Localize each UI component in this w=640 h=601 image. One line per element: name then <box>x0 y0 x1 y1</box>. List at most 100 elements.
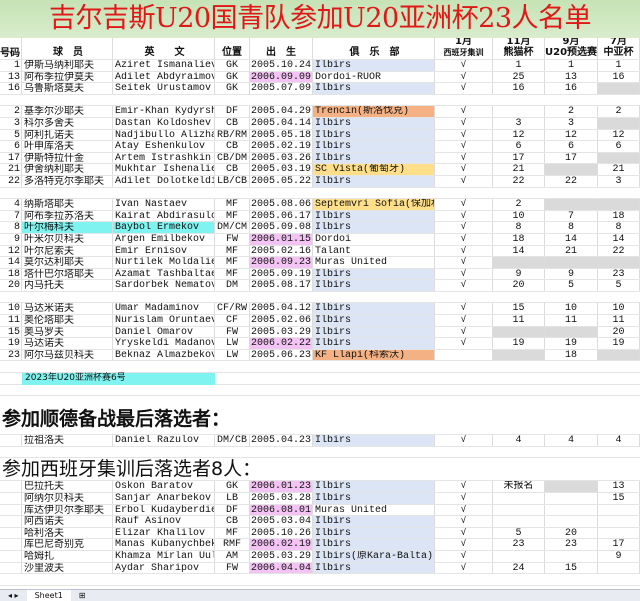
cell-no: 15 <box>0 326 22 338</box>
table-row[interactable]: 阿纳尔贝科夫 Sanjar Anarbekov LB 2005.03.28 Ilbirs… <box>0 493 640 505</box>
cell-born: 2005.04.23 <box>250 435 313 446</box>
cell-jul: 1 <box>598 60 640 71</box>
cell-sep: 11 <box>545 315 598 326</box>
new-sheet-icon[interactable]: ⊞ <box>78 591 86 600</box>
cell-spain: √ <box>435 164 493 175</box>
cell-en: Sanjar Anarbekov <box>113 493 215 504</box>
cell-jul: 20 <box>598 326 640 338</box>
cell-spain: √ <box>435 280 493 291</box>
cell-spain: √ <box>435 338 493 349</box>
cell-jul: 4 <box>598 435 640 446</box>
cell-sep: 5 <box>545 280 598 291</box>
cell-pos: CB <box>215 141 250 152</box>
cell-nov: 20 <box>493 280 545 291</box>
cell-cn: 拉祖洛夫 <box>22 435 113 446</box>
cell-jul: 19 <box>598 338 640 349</box>
cell-nov: 10 <box>493 210 545 222</box>
cell-sep: 15 <box>545 562 598 574</box>
cell-pos: DM <box>215 280 250 291</box>
cell-en: Adilet Dolotkeldiev <box>113 175 215 187</box>
cell-born: 2005.03.29 <box>250 550 313 562</box>
table-row[interactable]: 17 伊斯特拉什金 Artem Istrashkin CB/DM 2005.03.26 I… <box>0 152 640 165</box>
cell-nov <box>493 504 545 516</box>
cell-no: 1 <box>0 60 22 71</box>
table-row[interactable]: 沙里波夫 Aydar Sharipov FW 2006.04.04 Ilbirs √ 24 1… <box>0 562 640 575</box>
cell-sep: 3 <box>545 117 598 129</box>
cell-en: Daniel Omarov <box>113 326 215 338</box>
table-row[interactable]: 3 科尔多舍夫 Dastan Koldoshev CB 2005.04.14 Ilbirs… <box>0 117 640 130</box>
cell-born: 2005.04.12 <box>250 303 313 315</box>
cell-spain: √ <box>435 516 493 527</box>
cell-sep: 16 <box>545 83 598 94</box>
table-row[interactable]: 21 伊舍纳利耶夫 Mukhtar Ishenaliev CB 2005.03.19 SC… <box>0 164 640 176</box>
table-row[interactable]: 哈姆扎 Khamza Mirlan Uulu AM 2005.03.29 Ilbirs(… <box>0 550 640 563</box>
table-row[interactable]: 哈利洛夫 Elizar Khalilov MF 2005.10.26 Ilbirs √ 5 2… <box>0 527 640 540</box>
table-row[interactable]: 14 莫尔达利耶夫 Nurtilek Moldaliev MF 2006.09.23 Mu… <box>0 257 640 269</box>
table-row[interactable]: 15 奥马罗夫 Daniel Omarov FW 2005.03.29 Ilbirs √ 20 <box>0 326 640 339</box>
cell-en: Kairat Abdirasulov <box>115 210 215 222</box>
cell-spain: √ <box>435 504 493 516</box>
header-no: 号码 <box>0 38 22 59</box>
table-row[interactable]: 8 叶尔梅科夫 Baybol Ermekov DM/CM 2005.09.08 Ilbir… <box>0 222 640 234</box>
table-row[interactable]: 库达伊贝尔季耶夫 Erbol Kudayberdiev DF 2006.08.01 Mu… <box>0 504 640 517</box>
header-spain-line: 1月 <box>455 38 472 47</box>
header-pos: 位置 <box>215 38 250 59</box>
cell-born: 2005.04.14 <box>250 117 313 129</box>
cell-spain: √ <box>435 175 493 187</box>
table-row[interactable]: 23 阿尔马兹贝科夫 Beknaz Almazbekov LW 2005.06.23 KF… <box>0 349 640 362</box>
cell-pos: AM <box>215 550 250 562</box>
cell-sep: 8 <box>545 222 598 233</box>
table-row[interactable]: 19 马达诺夫 Yryskeldi Madanov LW 2006.02.22 Ilbir… <box>0 338 640 350</box>
cell-sep: 21 <box>545 245 598 257</box>
cell-jul <box>598 562 640 574</box>
cell-nov: 25 <box>493 71 545 83</box>
cell-sep <box>545 257 598 268</box>
cell-cn: 巴拉托夫 <box>22 481 113 492</box>
cell-spain: √ <box>435 315 493 326</box>
cell-club: Ilbirs <box>313 338 435 349</box>
cell-club: Ilbirs <box>313 562 435 574</box>
cell-en: Argen Emilbekov <box>113 233 215 245</box>
table-row[interactable]: 1 伊斯马纳利耶夫 Aziret Ismanaliev GK 2005.10.24 Ilb… <box>0 60 640 72</box>
table-row[interactable]: 6 叶申库洛夫 Atay Eshenkulov CB 2005.02.19 Ilbirs √… <box>0 141 640 153</box>
cell-pos: LB <box>215 493 250 504</box>
cell-en: Nurtilek Moldaliev <box>115 257 215 268</box>
table-row[interactable]: 20 内马托夫 Sardorbek Nematov DM 2005.08.17 Ilbir… <box>0 280 640 292</box>
table-row[interactable]: 11 奥伦塔耶夫 Nurislam Oruntaev CF 2005.02.06 Ilbi… <box>0 315 640 327</box>
cell-jul: 18 <box>598 210 640 222</box>
cell-club: Trencin(斯洛伐克) <box>313 106 435 117</box>
header-club: 俱 乐 部 <box>313 38 435 59</box>
cell-cn: 阿纳尔贝科夫 <box>22 493 113 504</box>
table-row[interactable]: 9 叶米尔贝科夫 Argen Emilbekov FW 2006.01.15 Dordoi… <box>0 233 640 246</box>
table-row[interactable]: 7 阿布季拉苏洛夫 Kairat Abdirasulov MF 2005.06.17 Il… <box>0 210 640 223</box>
table-row[interactable]: 拉祖洛夫 Daniel Razulov DM/CB 2005.04.23 Ilbirs √… <box>0 435 640 447</box>
cell-pos: FW <box>215 562 250 574</box>
cell-jul: 17 <box>598 539 640 550</box>
section-heading-shunde: 参加顺德备战最后落选者： <box>0 396 640 436</box>
cell-jul <box>598 516 640 527</box>
cell-nov: 15 <box>493 303 545 315</box>
table-row[interactable]: 12 叶尔尼索夫 Emir Ernisov MF 2005.02.16 Talant √ 14… <box>0 245 640 258</box>
cell-sep: 23 <box>545 539 598 550</box>
table-row[interactable]: 16 乌鲁斯塔莫夫 Seitek Urustamov GK 2005.07.09 Ilbi… <box>0 83 640 95</box>
header-sep-line: 9月 <box>562 38 580 47</box>
cell-en: Adilet Abdyraimov <box>115 71 215 83</box>
cell-no: 6 <box>0 141 22 152</box>
table-row[interactable]: 18 塔什巴尔塔耶夫 Azamat Tashbaltaev MF 2005.09.19 I… <box>0 268 640 281</box>
cell-club: Ilbirs(原Kara-Balta) <box>313 550 435 562</box>
table-row[interactable]: 阿西诺夫 Rauf Asinov CB 2005.03.04 Ilbirs √ <box>0 516 640 528</box>
table-row[interactable]: 10 马达米诺夫 Umar Madaminov CF/RW 2005.04.12 Ilbi… <box>0 303 640 316</box>
sheet-tab[interactable]: Sheet1 <box>26 590 71 601</box>
cell-club: Ilbirs <box>313 141 435 152</box>
cell-pos: RMF <box>215 539 250 550</box>
tab-nav-arrows[interactable]: ◂ ▸ <box>8 591 19 600</box>
table-row[interactable]: 4 纳斯塔耶夫 Ivan Nastaev MF 2005.08.06 Septemvri … <box>0 199 640 211</box>
blank-row <box>0 188 640 200</box>
table-row[interactable]: 巴拉托夫 Oskon Baratov GK 2006.01.23 Ilbirs √ 未报名 1… <box>0 481 640 493</box>
cell-jul: 22 <box>598 245 640 257</box>
table-row[interactable]: 13 阿布季拉伊莫夫 Adilet Abdyraimov GK 2006.09.09 Do… <box>0 71 640 84</box>
